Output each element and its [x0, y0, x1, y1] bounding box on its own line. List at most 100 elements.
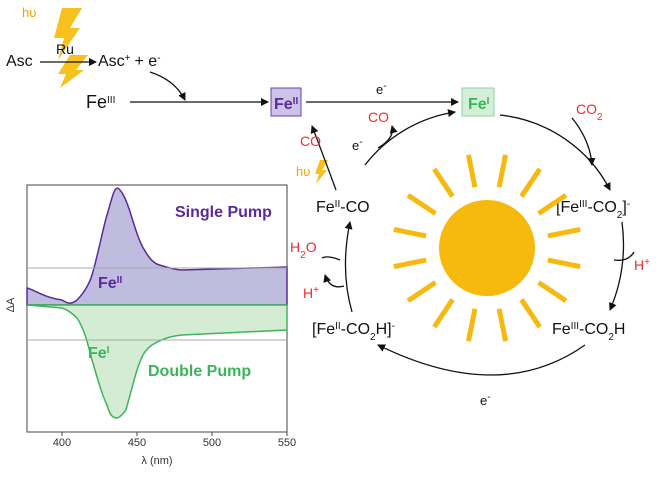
arrow	[377, 344, 586, 376]
e-label: e-	[376, 81, 387, 98]
text: e	[376, 82, 383, 97]
arrow	[364, 109, 456, 166]
x-tick-label: 500	[203, 437, 221, 449]
hv-label: hυ	[22, 5, 36, 20]
lightning	[58, 55, 88, 88]
co-label: CO	[368, 109, 389, 125]
sun-ray	[432, 167, 455, 198]
h-plus-label: H+	[634, 257, 650, 274]
sun-ray	[406, 193, 437, 216]
fe1-box	[461, 87, 495, 117]
text: III	[571, 321, 579, 332]
sun-ray	[406, 280, 437, 303]
y-axis-label: ΔA	[5, 297, 17, 312]
sun-ray	[547, 257, 581, 269]
sun-ray	[547, 227, 581, 239]
text: +	[313, 285, 319, 296]
fe3co2h-label: FeIII-CO2H	[552, 321, 625, 343]
text: Fe	[86, 92, 107, 112]
sun-ray	[496, 154, 508, 188]
text: Fe	[274, 96, 293, 113]
fe1-box-label: FeI	[468, 96, 490, 114]
arrow	[377, 125, 398, 149]
text: Fe	[98, 275, 117, 292]
double-pump-curve	[26, 304, 288, 419]
sun-ray	[496, 308, 508, 342]
co2-label: CO2	[576, 101, 603, 123]
sun-ray	[466, 154, 478, 188]
text: 2	[608, 332, 614, 343]
sun-ray	[393, 227, 427, 239]
fe2co2h-label: [FeII-CO2H]-	[312, 321, 395, 343]
text: Fe	[88, 345, 107, 362]
x-ticks: 400 450 500 550	[53, 432, 296, 449]
text: Fe	[552, 321, 571, 338]
text: H	[290, 239, 300, 255]
text: [Fe	[312, 321, 335, 338]
text: -	[383, 81, 386, 92]
text: e	[352, 138, 359, 153]
text: e	[480, 393, 487, 408]
arrow	[613, 251, 635, 261]
sun-ray	[466, 308, 478, 342]
text: -CO	[341, 321, 370, 338]
x-tick-label: 550	[278, 437, 296, 449]
fe2co-label: FeII-CO	[316, 199, 370, 217]
text: -	[627, 199, 630, 210]
sun-ray	[537, 280, 568, 303]
text: Fe	[468, 96, 487, 113]
text: H	[303, 285, 313, 301]
text: -CO	[340, 199, 369, 216]
arrow	[310, 125, 337, 191]
arrow	[321, 256, 341, 261]
text: O	[306, 239, 317, 255]
text: H]	[376, 321, 392, 338]
h2o-label: H2O	[290, 239, 317, 261]
text: +	[644, 257, 650, 268]
h-plus-label: H+	[303, 285, 319, 302]
fe3-label: FeIII	[86, 92, 115, 112]
arrow	[149, 71, 186, 101]
double-pump-label: Double Pump	[148, 363, 251, 380]
lightning	[54, 8, 82, 60]
text: -	[157, 53, 160, 64]
text: III	[107, 95, 115, 106]
arrow	[323, 274, 345, 288]
text: III	[579, 199, 587, 210]
fe2-box	[270, 87, 302, 117]
text: -CO	[587, 199, 616, 216]
text: -	[487, 392, 490, 403]
sun	[393, 154, 581, 342]
co-label: CO	[300, 133, 321, 149]
sun-ray	[519, 298, 542, 329]
text: [Fe	[556, 199, 579, 216]
asc-label: Asc	[6, 53, 33, 70]
text: Asc	[98, 53, 125, 70]
arrow	[344, 221, 353, 313]
x-axis-label: λ (nm)	[141, 455, 172, 467]
sun-ray	[393, 257, 427, 269]
fe2-label: FeII	[98, 275, 122, 293]
text: II	[335, 199, 341, 210]
fe3co2-label: [FeIII-CO2]-	[556, 199, 630, 221]
text: H	[634, 257, 644, 273]
text: + e	[135, 53, 158, 70]
lightning	[315, 160, 328, 184]
text: Fe	[316, 199, 335, 216]
sun-disc	[439, 200, 535, 296]
text: 2	[300, 250, 306, 261]
text: ]	[622, 199, 626, 216]
text: II	[335, 321, 341, 332]
arrow	[609, 221, 625, 311]
fe2-box-label: FeII	[274, 96, 298, 114]
e-label: e-	[480, 392, 491, 409]
text: 2	[597, 112, 603, 123]
sun-ray	[537, 193, 568, 216]
e-label: e-	[352, 137, 363, 154]
x-tick-label: 450	[128, 437, 146, 449]
text: +	[125, 53, 131, 64]
text: -	[392, 321, 395, 332]
text: I	[487, 96, 490, 107]
hv-label: hυ	[296, 164, 310, 179]
